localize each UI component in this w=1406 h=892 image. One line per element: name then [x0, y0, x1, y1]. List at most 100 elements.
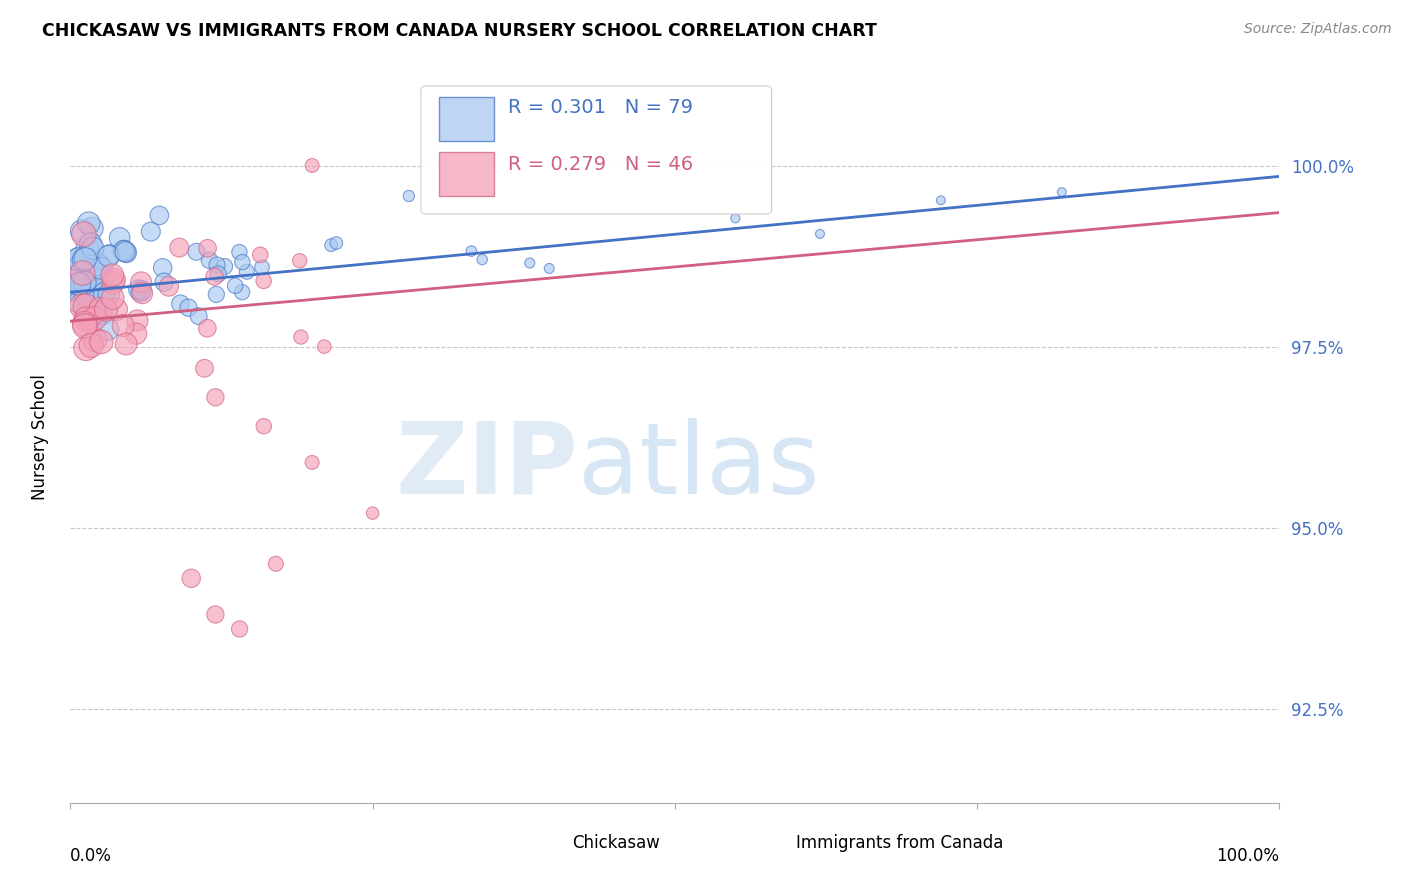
- Bar: [439, 97, 494, 141]
- Point: [72, 267, 94, 281]
- Point: [90, 334, 112, 349]
- Point: [91, 271, 114, 285]
- Bar: [439, 152, 494, 195]
- Point: [70, 277, 93, 292]
- Point: [198, 253, 221, 268]
- Point: [228, 622, 250, 636]
- Point: [72, 252, 94, 267]
- Point: [105, 302, 128, 317]
- Point: [131, 284, 153, 298]
- Point: [103, 273, 125, 287]
- Point: [72, 266, 94, 280]
- Point: [75, 288, 97, 302]
- Point: [204, 390, 226, 404]
- Text: 0.0%: 0.0%: [70, 847, 112, 864]
- Point: [115, 245, 138, 260]
- Point: [67, 252, 90, 266]
- Text: atlas: atlas: [578, 417, 820, 515]
- FancyBboxPatch shape: [420, 86, 772, 214]
- Point: [129, 285, 152, 299]
- Point: [80, 282, 103, 296]
- Point: [75, 299, 97, 313]
- Point: [129, 276, 152, 290]
- Point: [101, 268, 124, 283]
- Point: [83, 311, 105, 326]
- Point: [77, 310, 100, 325]
- Point: [314, 340, 336, 354]
- Point: [73, 318, 96, 333]
- Point: [112, 318, 135, 333]
- Point: [724, 211, 747, 226]
- Point: [169, 297, 191, 311]
- Point: [75, 342, 97, 356]
- Point: [90, 261, 112, 276]
- Point: [214, 260, 236, 274]
- Point: [180, 571, 202, 585]
- Point: [301, 455, 323, 469]
- Text: ZIP: ZIP: [395, 417, 578, 515]
- Point: [66, 283, 89, 297]
- Text: CHICKASAW VS IMMIGRANTS FROM CANADA NURSERY SCHOOL CORRELATION CHART: CHICKASAW VS IMMIGRANTS FROM CANADA NURS…: [42, 22, 877, 40]
- Point: [67, 252, 90, 267]
- Point: [288, 253, 311, 268]
- Point: [112, 244, 135, 258]
- Point: [186, 244, 208, 259]
- Point: [69, 260, 91, 275]
- Point: [93, 286, 115, 301]
- Point: [87, 258, 110, 272]
- Point: [83, 260, 105, 275]
- Point: [195, 321, 218, 335]
- Point: [460, 244, 482, 258]
- Point: [253, 274, 276, 288]
- Point: [70, 224, 93, 238]
- Point: [169, 241, 191, 255]
- Point: [83, 299, 105, 313]
- Point: [80, 221, 103, 235]
- Point: [76, 286, 98, 301]
- Text: R = 0.279   N = 46: R = 0.279 N = 46: [508, 155, 693, 175]
- Point: [77, 284, 100, 298]
- Text: Nursery School: Nursery School: [31, 374, 49, 500]
- Point: [66, 261, 89, 276]
- Point: [80, 338, 103, 352]
- Point: [152, 260, 174, 275]
- Point: [127, 283, 149, 297]
- Point: [101, 276, 124, 290]
- Point: [321, 238, 343, 252]
- Point: [67, 284, 90, 298]
- Point: [73, 227, 96, 241]
- Point: [231, 255, 253, 269]
- Point: [108, 231, 131, 245]
- Text: Source: ZipAtlas.com: Source: ZipAtlas.com: [1244, 22, 1392, 37]
- Point: [228, 245, 250, 260]
- Point: [538, 261, 561, 276]
- Point: [264, 557, 287, 571]
- Point: [67, 277, 90, 291]
- Point: [112, 244, 135, 258]
- Point: [471, 252, 494, 267]
- Point: [290, 330, 312, 344]
- Bar: [754, 832, 790, 858]
- Point: [94, 302, 117, 317]
- Text: 100.0%: 100.0%: [1216, 847, 1279, 864]
- Point: [236, 265, 259, 279]
- Point: [84, 270, 107, 285]
- Point: [207, 267, 229, 281]
- Point: [70, 299, 93, 313]
- Point: [77, 295, 100, 310]
- Point: [114, 244, 136, 259]
- Point: [177, 301, 200, 315]
- Point: [101, 291, 124, 305]
- Point: [250, 260, 273, 275]
- Point: [76, 241, 98, 255]
- Point: [83, 295, 105, 310]
- Point: [325, 235, 347, 250]
- Point: [398, 189, 420, 203]
- Point: [73, 276, 96, 290]
- Point: [89, 301, 111, 316]
- Point: [75, 252, 97, 266]
- Point: [75, 312, 97, 326]
- Point: [519, 256, 541, 270]
- Point: [80, 315, 103, 329]
- Point: [79, 282, 101, 296]
